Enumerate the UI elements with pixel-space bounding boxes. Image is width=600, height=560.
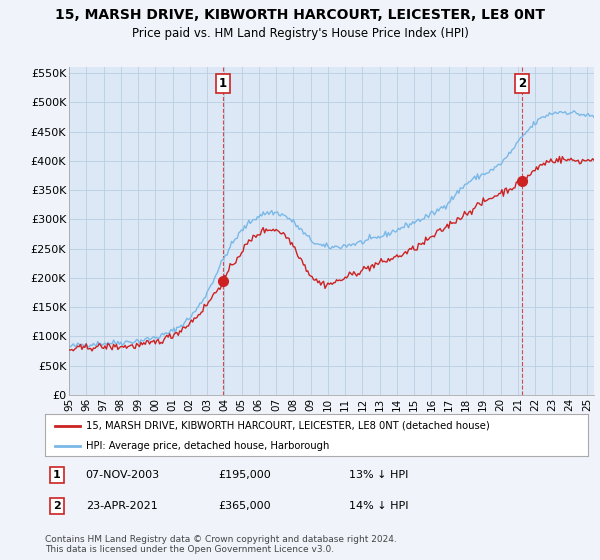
- Text: 15, MARSH DRIVE, KIBWORTH HARCOURT, LEICESTER, LE8 0NT (detached house): 15, MARSH DRIVE, KIBWORTH HARCOURT, LEIC…: [86, 421, 490, 431]
- Text: 23-APR-2021: 23-APR-2021: [86, 501, 157, 511]
- Text: 07-NOV-2003: 07-NOV-2003: [86, 470, 160, 480]
- Text: 1: 1: [219, 77, 227, 90]
- Text: £365,000: £365,000: [219, 501, 271, 511]
- Text: 13% ↓ HPI: 13% ↓ HPI: [349, 470, 409, 480]
- Text: 2: 2: [518, 77, 526, 90]
- Text: 14% ↓ HPI: 14% ↓ HPI: [349, 501, 409, 511]
- Text: 1: 1: [53, 470, 61, 480]
- Text: £195,000: £195,000: [219, 470, 272, 480]
- Text: Contains HM Land Registry data © Crown copyright and database right 2024.
This d: Contains HM Land Registry data © Crown c…: [45, 535, 397, 554]
- Text: 15, MARSH DRIVE, KIBWORTH HARCOURT, LEICESTER, LE8 0NT: 15, MARSH DRIVE, KIBWORTH HARCOURT, LEIC…: [55, 8, 545, 22]
- Text: Price paid vs. HM Land Registry's House Price Index (HPI): Price paid vs. HM Land Registry's House …: [131, 27, 469, 40]
- Text: 2: 2: [53, 501, 61, 511]
- Text: HPI: Average price, detached house, Harborough: HPI: Average price, detached house, Harb…: [86, 441, 329, 451]
